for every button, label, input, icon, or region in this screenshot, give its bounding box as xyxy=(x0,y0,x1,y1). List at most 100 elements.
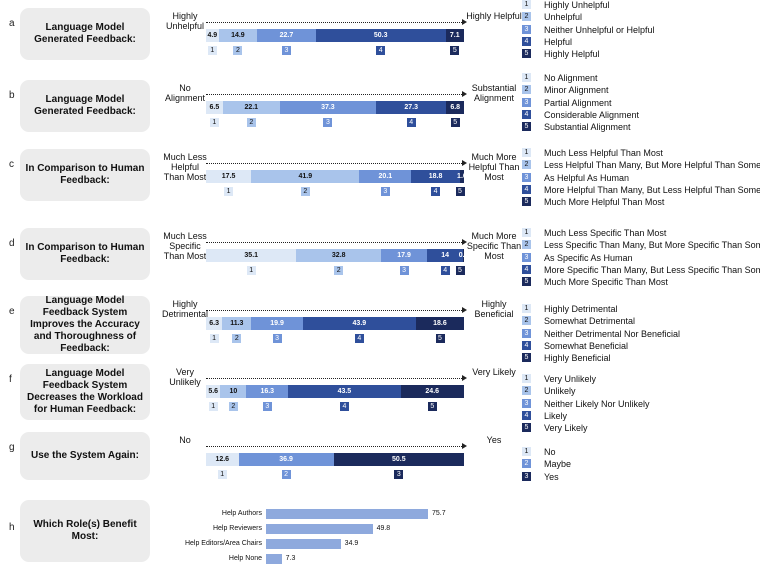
segment-badge-1: 1 xyxy=(207,46,217,55)
stacked-bar: 35.1 32.8 17.9 14 0.3 xyxy=(206,249,468,262)
role-bar xyxy=(266,554,282,564)
right-end-label: Highly Helpful xyxy=(466,11,522,21)
right-end-label: Substantial Alignment xyxy=(471,83,517,103)
segment-badge-1: 1 xyxy=(209,118,219,127)
legend-swatch: 1 xyxy=(522,228,531,237)
legend-label: Partial Alignment xyxy=(544,97,612,108)
legend-label: Somewhat Detrimental xyxy=(544,316,636,327)
segment-badge-3: 3 xyxy=(272,334,282,343)
bar-segment-4: 43.9 xyxy=(302,317,416,330)
legend-label: As Specific As Human xyxy=(544,252,633,263)
legend-swatch: 2 xyxy=(522,386,531,396)
segment-badge-2: 2 xyxy=(334,266,344,275)
right-end-label: Much More Specific Than Most xyxy=(466,231,522,261)
segment-badge-4: 4 xyxy=(354,334,364,343)
segment-badge-2: 2 xyxy=(232,334,242,343)
legend-swatch: 3 xyxy=(522,97,531,107)
segment-badge-1: 1 xyxy=(209,334,219,343)
bar-segment-3: 50.5 xyxy=(333,453,464,466)
left-end-label: Highly Detrimental xyxy=(161,299,208,319)
legend-label: As Helpful As Human xyxy=(544,172,630,183)
legend-swatch: 1 xyxy=(522,447,531,456)
bar-segment-5: 1.6 xyxy=(457,170,467,183)
segment-badge-1: 1 xyxy=(246,266,256,275)
segment-badge-2: 2 xyxy=(281,470,291,479)
question-label: Language Model Generated Feedback: xyxy=(20,8,150,60)
bar-segment-2: 11.3 xyxy=(222,317,252,330)
legend-swatch: 4 xyxy=(522,184,531,194)
segment-badge-3: 3 xyxy=(394,470,404,479)
segment-badge-5: 5 xyxy=(455,266,465,275)
scale-arrow xyxy=(206,91,467,97)
legend-label: More Specific Than Many, But Less Specif… xyxy=(544,264,760,275)
scale-arrow xyxy=(206,19,467,25)
legend-label: Much More Specific Than Most xyxy=(544,277,668,288)
panel-letter: f xyxy=(9,374,12,385)
legend-swatch: 2 xyxy=(522,12,531,22)
legend-label: Considerable Alignment xyxy=(544,109,640,120)
legend-label: Very Unlikely xyxy=(544,374,597,384)
role-bar xyxy=(266,524,373,534)
legend-label: Highly Helpful xyxy=(544,49,600,60)
question-label: Language Model Generated Feedback: xyxy=(20,80,150,132)
legend-swatch: 5 xyxy=(522,197,531,207)
role-value-label: 34.9 xyxy=(344,540,359,547)
legend-swatch: 5 xyxy=(522,122,531,132)
role-label: Help Reviewers xyxy=(212,525,262,532)
bar-segment-4: 27.3 xyxy=(376,101,447,114)
bar-segment-2: 22.1 xyxy=(222,101,280,114)
legend-label: More Helpful Than Many, But Less Helpful… xyxy=(544,184,760,195)
segment-badge-4: 4 xyxy=(440,266,450,275)
segment-badge-4: 4 xyxy=(376,46,386,55)
stacked-bar: 12.6 36.9 50.5 xyxy=(206,453,464,466)
left-end-label: Very Unlikely xyxy=(169,367,201,387)
stacked-bar: 6.3 11.3 19.9 43.9 18.6 xyxy=(206,317,464,330)
legend-label: Unhelpful xyxy=(544,12,583,23)
bar-segment-2: 41.9 xyxy=(251,170,360,183)
segment-badge-3: 3 xyxy=(262,402,272,411)
panel-letter: b xyxy=(9,90,15,101)
left-end-label: Highly Unhelpful xyxy=(165,11,205,31)
panel-letter: g xyxy=(9,442,15,453)
legend-swatch: 5 xyxy=(522,277,531,287)
legend-label: Less Specific Than Many, But More Specif… xyxy=(544,240,760,251)
legend-label: Unlikely xyxy=(544,386,576,397)
bar-segment-4: 14 xyxy=(427,249,464,262)
legend-swatch: 2 xyxy=(522,240,531,250)
legend-swatch: 1 xyxy=(522,73,531,82)
legend-swatch: 3 xyxy=(522,471,531,481)
legend-swatch: 2 xyxy=(522,316,531,326)
panel-letter: h xyxy=(9,522,15,533)
legend-swatch: 5 xyxy=(522,423,531,433)
role-value-label: 75.7 xyxy=(432,510,446,517)
segment-badge-2: 2 xyxy=(300,187,310,196)
legend-label: Yes xyxy=(544,471,559,482)
legend-label: Neither Likely Nor Unlikely xyxy=(544,398,650,409)
bar-segment-3: 20.1 xyxy=(359,170,412,183)
legend-label: No xyxy=(544,447,556,457)
segment-badge-3: 3 xyxy=(380,187,390,196)
bar-segment-4: 18.8 xyxy=(411,170,460,183)
bar-segment-3: 16.3 xyxy=(246,385,289,398)
bar-segment-5: 18.6 xyxy=(415,317,464,330)
bar-segment-1: 5.6 xyxy=(206,385,221,398)
segment-badge-3: 3 xyxy=(399,266,409,275)
legend-swatch: 4 xyxy=(522,36,531,46)
segment-badge-5: 5 xyxy=(427,402,437,411)
panel-letter: e xyxy=(9,306,15,317)
bar-segment-3: 19.9 xyxy=(251,317,303,330)
panel-letter: d xyxy=(9,238,15,249)
segment-badge-1: 1 xyxy=(208,402,218,411)
legend-label: Minor Alignment xyxy=(544,85,609,96)
segment-badge-5: 5 xyxy=(455,187,465,196)
bar-segment-3: 37.3 xyxy=(279,101,376,114)
legend-label: Maybe xyxy=(544,459,572,470)
stacked-bar: 4.9 14.9 22.7 50.3 7.1 xyxy=(206,29,464,42)
segment-badge-4: 4 xyxy=(406,118,416,127)
right-end-label: Very Likely xyxy=(472,367,516,377)
panel-letter: c xyxy=(9,159,14,170)
legend-label: Much Less Helpful Than Most xyxy=(544,148,663,158)
legend-swatch: 3 xyxy=(522,328,531,338)
question-label: Which Role(s) Benefit Most: xyxy=(20,500,150,562)
role-label: Help Editors/Area Chairs xyxy=(184,540,262,547)
